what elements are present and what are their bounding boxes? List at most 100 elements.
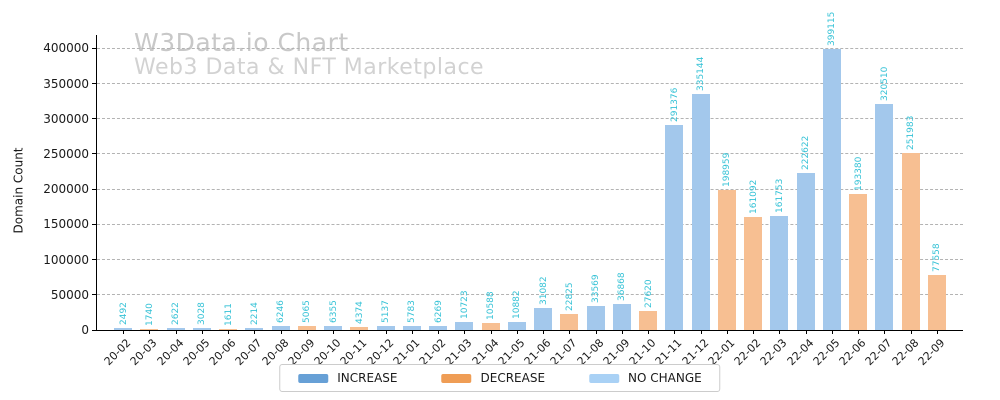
x-axis-tick bbox=[779, 330, 781, 334]
y-axis-tick bbox=[92, 188, 97, 190]
bar-value-label: 31082 bbox=[538, 276, 549, 306]
bar-value-label: 22825 bbox=[564, 282, 575, 311]
legend-swatch-increase bbox=[298, 373, 329, 383]
legend: INCREASE DECREASE NO CHANGE bbox=[279, 364, 721, 392]
y-axis-tick bbox=[92, 153, 97, 155]
bar-value-label: 161753 bbox=[774, 178, 785, 214]
bar-decrease bbox=[849, 193, 868, 330]
y-axis-spine bbox=[96, 35, 97, 330]
bar-value-label: 27620 bbox=[643, 278, 654, 308]
y-tick-label: 100000 bbox=[43, 252, 89, 267]
bar-value-label: 399115 bbox=[827, 11, 838, 46]
gridline bbox=[97, 153, 963, 155]
bar-value-label: 193380 bbox=[853, 156, 864, 191]
x-axis-tick bbox=[385, 330, 387, 334]
legend-swatch-decrease bbox=[441, 373, 472, 383]
bar-value-label: 1740 bbox=[144, 302, 155, 326]
bar-decrease bbox=[927, 275, 946, 330]
x-axis-tick bbox=[648, 330, 650, 334]
x-axis-tick bbox=[595, 330, 597, 334]
bar-increase bbox=[507, 322, 526, 330]
x-axis-tick bbox=[621, 330, 623, 334]
bar-decrease bbox=[560, 313, 579, 330]
bar-value-label: 77558 bbox=[932, 243, 943, 273]
x-axis-spine bbox=[96, 330, 963, 331]
x-axis-tick bbox=[936, 330, 938, 334]
x-axis-tick bbox=[674, 330, 676, 334]
y-axis-tick bbox=[92, 223, 97, 225]
bar-value-label: 33569 bbox=[591, 274, 602, 304]
x-axis-tick bbox=[858, 330, 860, 334]
bar-increase bbox=[166, 328, 185, 330]
bar-value-label: 10588 bbox=[486, 290, 497, 320]
legend-swatch-no-change bbox=[589, 373, 620, 383]
legend-label-increase: INCREASE bbox=[337, 371, 398, 385]
bar-increase bbox=[822, 49, 841, 330]
chart-title: W3Data.io Chart bbox=[134, 28, 349, 57]
bar-value-label: 335144 bbox=[696, 56, 707, 92]
y-axis-tick bbox=[92, 83, 97, 85]
x-axis-tick bbox=[123, 330, 125, 334]
x-axis-tick bbox=[805, 330, 807, 334]
x-axis-tick bbox=[149, 330, 151, 334]
x-axis-tick bbox=[254, 330, 256, 334]
bar-value-label: 222622 bbox=[801, 135, 812, 171]
bar-decrease bbox=[481, 322, 500, 330]
bar-increase bbox=[324, 325, 343, 330]
bar-increase bbox=[612, 304, 631, 330]
bar-increase bbox=[665, 124, 684, 330]
bar-value-label: 2214 bbox=[249, 302, 260, 326]
legend-label-no-change: NO CHANGE bbox=[628, 371, 702, 385]
y-tick-label: 50000 bbox=[50, 287, 89, 302]
x-axis-tick bbox=[726, 330, 728, 334]
bar-decrease bbox=[140, 328, 159, 330]
bar-increase bbox=[455, 322, 474, 330]
bar-value-label: 36868 bbox=[617, 272, 628, 302]
bar-value-label: 291376 bbox=[669, 87, 680, 122]
y-axis-tick bbox=[92, 329, 97, 331]
x-axis-tick bbox=[359, 330, 361, 334]
y-tick-label: 0 bbox=[81, 323, 89, 337]
bar-value-label: 6269 bbox=[433, 299, 444, 323]
bar-value-label: 251983 bbox=[906, 115, 916, 150]
x-axis-tick bbox=[411, 330, 413, 334]
gridline bbox=[97, 83, 963, 85]
gridline bbox=[97, 259, 963, 261]
x-axis-tick bbox=[201, 330, 203, 334]
bar-decrease bbox=[639, 310, 658, 330]
bar-decrease bbox=[350, 326, 369, 330]
y-tick-label: 150000 bbox=[43, 217, 89, 232]
bar-decrease bbox=[901, 152, 920, 330]
bar-value-label: 5065 bbox=[302, 300, 313, 324]
bar-value-label: 161092 bbox=[748, 179, 759, 214]
x-axis-tick bbox=[753, 330, 755, 334]
bar-value-label: 10723 bbox=[459, 290, 470, 320]
bar-value-label: 10882 bbox=[512, 290, 523, 320]
y-axis-tick bbox=[92, 47, 97, 49]
bar-increase bbox=[534, 308, 553, 330]
bar-value-label: 5783 bbox=[407, 300, 418, 323]
y-axis-tick bbox=[92, 294, 97, 296]
x-axis-tick bbox=[333, 330, 335, 334]
bar-increase bbox=[376, 326, 395, 330]
legend-item-increase: INCREASE bbox=[298, 371, 397, 385]
bar-increase bbox=[245, 328, 264, 330]
bar-value-label: 198959 bbox=[722, 152, 733, 187]
bar-decrease bbox=[744, 216, 763, 330]
bar-increase bbox=[691, 94, 710, 330]
bar-decrease bbox=[297, 326, 316, 330]
gridline bbox=[97, 294, 963, 296]
bar-increase bbox=[402, 325, 421, 330]
y-axis-tick bbox=[92, 118, 97, 120]
gridline bbox=[97, 47, 963, 49]
gridline bbox=[97, 118, 963, 120]
x-axis-tick bbox=[280, 330, 282, 334]
legend-label-decrease: DECREASE bbox=[480, 371, 546, 385]
y-tick-label: 250000 bbox=[43, 146, 89, 161]
bar-value-label: 6246 bbox=[276, 299, 287, 323]
x-axis-tick bbox=[831, 330, 833, 334]
bar-decrease bbox=[717, 189, 736, 330]
x-axis-tick bbox=[884, 330, 886, 334]
bar-increase bbox=[796, 173, 815, 330]
